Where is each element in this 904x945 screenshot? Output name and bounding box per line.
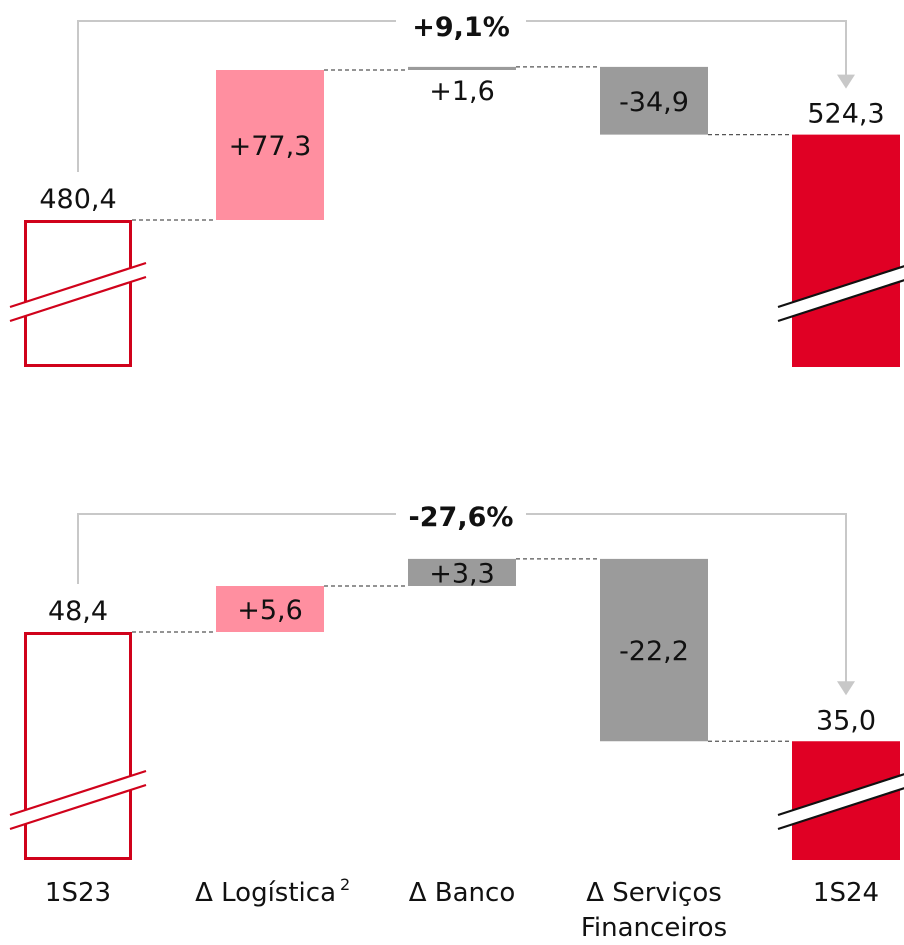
- panel1-break-line-2-2: [777, 279, 904, 323]
- panel1-value-label-1: 480,4: [39, 184, 116, 215]
- panel2-bar-4: [600, 558, 708, 742]
- category-label-2: Δ Logística: [195, 878, 336, 908]
- panel2-bracket-right: [526, 513, 847, 684]
- panel2-bar-1: [24, 632, 132, 860]
- panel2-break-band-1: [10, 771, 146, 829]
- category-label-4-line2: Financeiros: [581, 913, 727, 943]
- panel1-break-line-1-1: [9, 261, 147, 309]
- panel2-bracket-left: [77, 513, 408, 584]
- panel2-value-label-4: -22,2: [619, 636, 689, 667]
- panel1-bar-5: [792, 134, 900, 367]
- category-label-1: 1S23: [45, 878, 111, 908]
- panel1-value-label-3: +1,6: [429, 76, 495, 107]
- panel1-bracket-left: [77, 20, 408, 172]
- category-label-4-line1: Δ Serviços: [586, 878, 722, 908]
- panel2-value-label-3: +3,3: [429, 558, 495, 589]
- panel2-break-line-2-1: [777, 773, 904, 817]
- panel2-break-line-1-1: [9, 769, 147, 817]
- panel2-value-label-2: +5,6: [237, 595, 303, 626]
- panel1-bar-4: [600, 66, 708, 135]
- panel1-bar-2: [216, 70, 324, 220]
- panel2-break-band-2: [778, 774, 904, 829]
- category-label-5: 1S24: [813, 878, 879, 908]
- panel2-change-bg: [396, 498, 526, 530]
- panel2-break-line-2-2: [777, 787, 904, 831]
- panel1-value-label-2: +77,3: [229, 131, 312, 162]
- panel1-bracket-arrow: [837, 74, 855, 89]
- panel1-break-line-2-1: [777, 265, 904, 309]
- panel2-bar-3: [408, 558, 516, 586]
- panel2-bar-2: [216, 586, 324, 632]
- panel1-change-bg: [396, 5, 526, 37]
- category-label-2-superscript: 2: [340, 875, 350, 894]
- panel1-change-label: +9,1%: [412, 12, 510, 43]
- panel2-change-label: -27,6%: [409, 502, 514, 533]
- panel1-bracket-right: [526, 20, 847, 77]
- panel1-break-band-1: [10, 263, 146, 321]
- panel2-value-label-1: 48,4: [48, 596, 108, 627]
- category-label-3: Δ Banco: [409, 878, 516, 908]
- panel1-bar-3: [408, 66, 516, 70]
- panel1-value-label-5: 524,3: [807, 99, 884, 130]
- panel1-break-line-1-2: [9, 275, 147, 323]
- panel1-break-band-2: [778, 266, 904, 321]
- panel2-bracket-arrow: [837, 681, 855, 696]
- panel2-value-label-5: 35,0: [816, 705, 876, 736]
- panel2-break-line-1-2: [9, 783, 147, 831]
- panel1-value-label-4: -34,9: [619, 87, 689, 118]
